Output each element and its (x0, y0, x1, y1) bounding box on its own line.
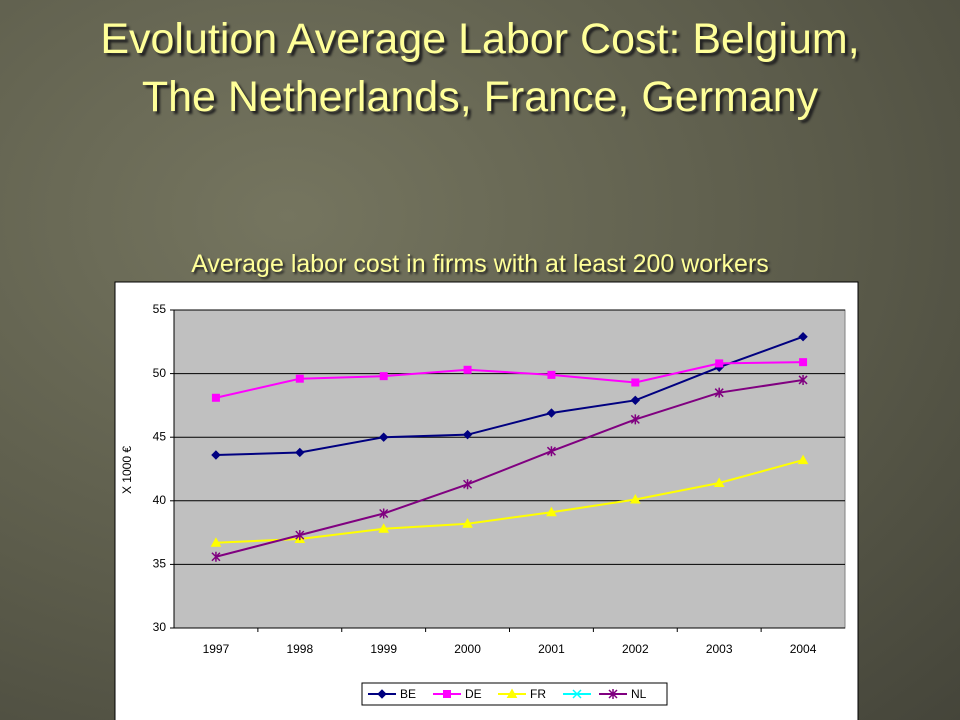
series-line (215, 378, 804, 558)
marker (798, 374, 808, 385)
x-tick-label: 1998 (286, 642, 313, 656)
legend-label: NL (631, 687, 647, 701)
marker (546, 446, 556, 457)
legend-label: BE (400, 687, 416, 701)
y-axis-label: X 1000 € (120, 446, 134, 494)
marker (797, 454, 809, 465)
marker (547, 370, 556, 379)
marker (379, 372, 388, 381)
y-tick-label: 30 (153, 620, 167, 634)
marker (799, 358, 808, 367)
marker (629, 494, 641, 504)
series-line (215, 335, 804, 457)
marker (630, 414, 640, 425)
x-tick-label: 2000 (454, 642, 481, 656)
slide-title: Evolution Average Labor Cost: Belgium, T… (100, 15, 860, 121)
marker (378, 523, 390, 533)
marker (443, 690, 451, 698)
y-tick-label: 55 (153, 302, 167, 316)
x-tick-label: 1997 (203, 642, 230, 656)
marker (630, 395, 641, 406)
marker (377, 689, 387, 699)
marker (608, 689, 618, 699)
legend-label: FR (530, 687, 546, 701)
marker (463, 479, 473, 490)
marker (210, 537, 222, 547)
x-tick-label: 2002 (622, 642, 649, 656)
y-tick-label: 35 (153, 557, 167, 571)
marker (713, 477, 725, 487)
marker (714, 387, 724, 398)
marker (546, 506, 557, 517)
marker (295, 530, 305, 541)
marker (295, 447, 305, 458)
y-tick-label: 40 (153, 493, 167, 507)
marker (462, 429, 473, 440)
marker (631, 378, 640, 387)
marker (211, 450, 221, 460)
marker (295, 374, 304, 383)
x-tick-label: 2001 (538, 642, 565, 656)
marker (715, 359, 724, 368)
y-tick-label: 45 (153, 429, 167, 443)
marker (462, 518, 473, 528)
marker (378, 432, 389, 442)
y-tick-label: 50 (153, 366, 167, 380)
x-tick-label: 1999 (370, 642, 397, 656)
marker (463, 365, 472, 374)
series-line (215, 361, 804, 399)
marker (211, 393, 220, 402)
marker (379, 508, 389, 519)
marker (798, 332, 808, 342)
marker (211, 551, 221, 562)
slide-subtitle: Average labor cost in firms with at leas… (191, 250, 769, 278)
marker (572, 689, 582, 699)
marker (546, 408, 557, 418)
legend-label: DE (465, 687, 482, 701)
marker (506, 688, 518, 698)
x-tick-label: 2003 (706, 642, 733, 656)
x-tick-label: 2004 (790, 642, 817, 656)
series-line (215, 459, 804, 544)
